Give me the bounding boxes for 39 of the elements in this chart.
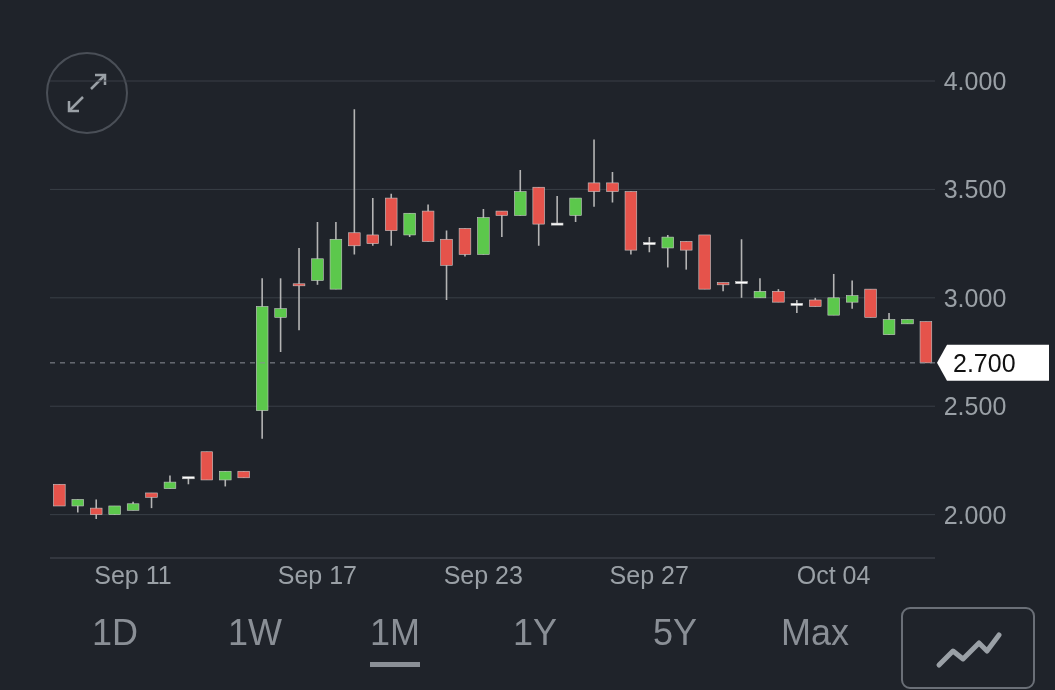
candlestick <box>551 195 564 226</box>
candlestick <box>311 221 324 286</box>
candlestick <box>495 210 508 238</box>
text: Max <box>780 612 849 655</box>
text: 1D <box>91 612 139 655</box>
candlestick <box>292 247 306 332</box>
text: 1Y <box>512 612 558 655</box>
text: 1W <box>228 612 282 655</box>
y-tick-label: 4.000 <box>943 66 1007 95</box>
candlestick <box>569 197 582 223</box>
candlestick <box>882 312 896 336</box>
x-tick-label: Sep 17 <box>277 560 357 589</box>
candlestick <box>587 138 601 208</box>
y-tick-label: 2.000 <box>943 500 1007 529</box>
x-tick-label: Sep 11 <box>94 560 172 589</box>
candlestick <box>53 483 66 507</box>
candlestick <box>366 197 379 247</box>
candlestick <box>514 169 527 217</box>
candlestick <box>680 240 693 271</box>
candlestick <box>403 212 416 238</box>
candlestick <box>827 273 840 316</box>
candlestick <box>661 234 674 269</box>
text: 1M <box>369 612 420 667</box>
candlestick <box>790 299 803 314</box>
candlestick <box>846 279 859 310</box>
text: 5Y <box>652 612 698 655</box>
candlestick <box>735 238 748 299</box>
x-tick-label: Sep 27 <box>609 560 689 589</box>
y-tick-label: 3.500 <box>943 175 1007 204</box>
y-tick-label: 2.500 <box>943 392 1007 421</box>
candlestick <box>90 498 103 520</box>
x-tick-label: Sep 23 <box>443 560 523 589</box>
candlestick <box>753 277 767 299</box>
x-tick-label: Oct 04 <box>796 560 871 589</box>
candlestick <box>274 277 287 353</box>
candlestick <box>348 108 361 256</box>
y-tick-label: 3.000 <box>943 283 1007 312</box>
ref-line-label: 2.700 <box>953 348 1016 377</box>
candlestick <box>606 171 619 204</box>
